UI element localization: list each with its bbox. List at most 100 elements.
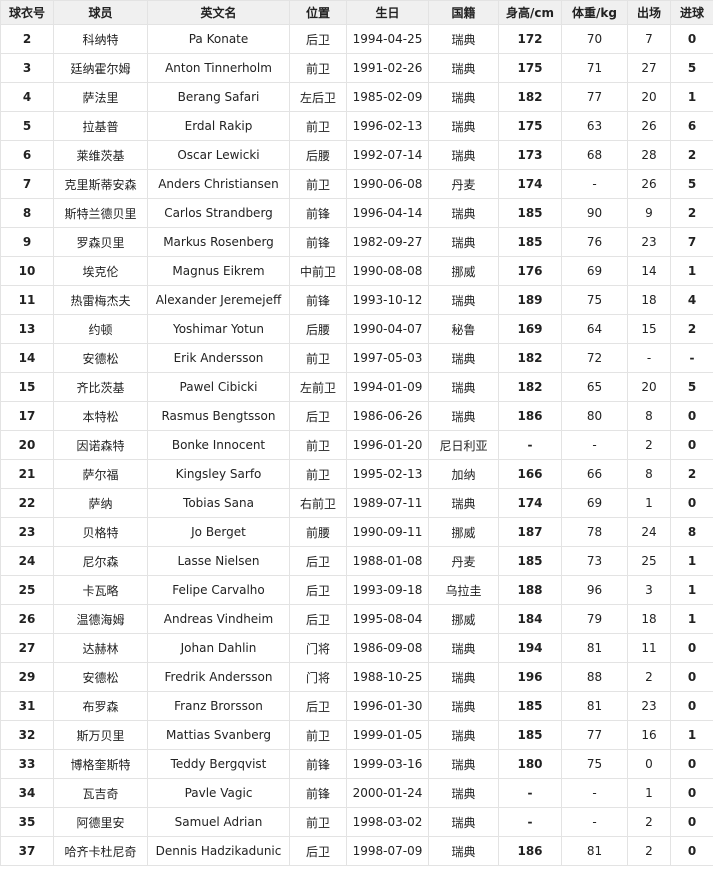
- table-cell: 6: [0, 140, 54, 170]
- table-cell: 1: [670, 575, 713, 605]
- table-cell: 182: [498, 372, 562, 402]
- table-cell: 20: [627, 372, 671, 402]
- table-cell: 1988-10-25: [346, 662, 429, 692]
- table-cell: -: [498, 807, 562, 837]
- table-cell: 31: [0, 691, 54, 721]
- table-cell: 28: [627, 140, 671, 170]
- table-cell: 前卫: [289, 53, 347, 83]
- table-cell: 27: [627, 53, 671, 83]
- table-cell: 11: [627, 633, 671, 663]
- table-cell: 瑞典: [428, 720, 499, 750]
- table-cell: 76: [561, 227, 628, 257]
- table-cell: 1992-07-14: [346, 140, 429, 170]
- table-cell: 瑞典: [428, 53, 499, 83]
- table-cell: 1999-01-05: [346, 720, 429, 750]
- header-cell: 进球: [670, 0, 713, 25]
- table-cell: 175: [498, 53, 562, 83]
- table-cell: 187: [498, 517, 562, 547]
- table-cell: 1989-07-11: [346, 488, 429, 518]
- table-cell: 达赫林: [53, 633, 148, 663]
- table-cell: 门将: [289, 662, 347, 692]
- table-cell: 68: [561, 140, 628, 170]
- table-cell: 2: [670, 140, 713, 170]
- table-cell: Felipe Carvalho: [147, 575, 290, 605]
- table-cell: 拉基普: [53, 111, 148, 141]
- table-cell: 左前卫: [289, 372, 347, 402]
- table-cell: 前腰: [289, 517, 347, 547]
- table-cell: 0: [670, 749, 713, 779]
- table-cell: 瑞典: [428, 778, 499, 808]
- table-row: 23 贝格特 Jo Berget 前腰 1990-09-11 挪威 187 78 24 8: [0, 517, 713, 547]
- table-cell: 20: [0, 430, 54, 460]
- table-cell: 1997-05-03: [346, 343, 429, 373]
- table-cell: Teddy Bergqvist: [147, 749, 290, 779]
- table-cell: 4: [670, 285, 713, 315]
- table-cell: 24: [0, 546, 54, 576]
- table-cell: 166: [498, 459, 562, 489]
- table-row: 2 科纳特 Pa Konate 后卫 1994-04-25 瑞典 172 70 7 0: [0, 24, 713, 54]
- table-cell: 挪威: [428, 256, 499, 286]
- table-cell: 15: [0, 372, 54, 402]
- table-cell: -: [498, 430, 562, 460]
- table-row: 14 安德松 Erik Andersson 前卫 1997-05-03 瑞典 182 72- -: [0, 343, 713, 373]
- table-cell: 1982-09-27: [346, 227, 429, 257]
- table-cell: 门将: [289, 633, 347, 663]
- table-cell: 廷纳霍尔姆: [53, 53, 148, 83]
- table-cell: 0: [670, 633, 713, 663]
- table-cell: 32: [0, 720, 54, 750]
- table-cell: -: [561, 807, 628, 837]
- table-cell: Alexander Jeremejeff: [147, 285, 290, 315]
- table-cell: 瑞典: [428, 24, 499, 54]
- table-cell: 后卫: [289, 24, 347, 54]
- header-cell: 球衣号: [0, 0, 54, 25]
- table-cell: 1: [670, 256, 713, 286]
- table-cell: Rasmus Bengtsson: [147, 401, 290, 431]
- table-cell: 5: [670, 169, 713, 199]
- table-cell: 23: [0, 517, 54, 547]
- table-cell: 后卫: [289, 546, 347, 576]
- table-cell: 2: [627, 662, 671, 692]
- table-cell: 185: [498, 546, 562, 576]
- table-cell: 斯万贝里: [53, 720, 148, 750]
- table-cell: 瑞典: [428, 285, 499, 315]
- table-cell: 174: [498, 488, 562, 518]
- table-cell: 莱维茨基: [53, 140, 148, 170]
- table-cell: 前卫: [289, 169, 347, 199]
- table-cell: 2: [627, 807, 671, 837]
- table-cell: 瑞典: [428, 401, 499, 431]
- table-cell: 约顿: [53, 314, 148, 344]
- table-cell: 24: [627, 517, 671, 547]
- table-cell: 71: [561, 53, 628, 83]
- table-cell: 10: [0, 256, 54, 286]
- table-cell: 萨纳: [53, 488, 148, 518]
- table-cell: 23: [627, 691, 671, 721]
- table-cell: 81: [561, 633, 628, 663]
- table-cell: 布罗森: [53, 691, 148, 721]
- table-cell: 26: [0, 604, 54, 634]
- table-cell: 96: [561, 575, 628, 605]
- header-cell: 国籍: [428, 0, 499, 25]
- table-cell: 172: [498, 24, 562, 54]
- table-cell: 90: [561, 198, 628, 228]
- table-cell: 73: [561, 546, 628, 576]
- table-cell: Lasse Nielsen: [147, 546, 290, 576]
- table-cell: 7: [627, 24, 671, 54]
- table-cell: 后腰: [289, 140, 347, 170]
- table-cell: 瑞典: [428, 227, 499, 257]
- table-cell: 184: [498, 604, 562, 634]
- table-cell: Yoshimar Yotun: [147, 314, 290, 344]
- table-cell: Erik Andersson: [147, 343, 290, 373]
- table-cell: 188: [498, 575, 562, 605]
- table-cell: 33: [0, 749, 54, 779]
- table-cell: 萨尔福: [53, 459, 148, 489]
- table-cell: 80: [561, 401, 628, 431]
- table-cell: 1993-09-18: [346, 575, 429, 605]
- table-cell: 1995-08-04: [346, 604, 429, 634]
- table-row: 29 安德松 Fredrik Andersson 门将 1988-10-25 瑞典 196 8…: [0, 662, 713, 692]
- table-cell: 17: [0, 401, 54, 431]
- table-cell: 174: [498, 169, 562, 199]
- table-cell: 2: [670, 198, 713, 228]
- table-cell: 1998-07-09: [346, 836, 429, 866]
- table-cell: 后卫: [289, 575, 347, 605]
